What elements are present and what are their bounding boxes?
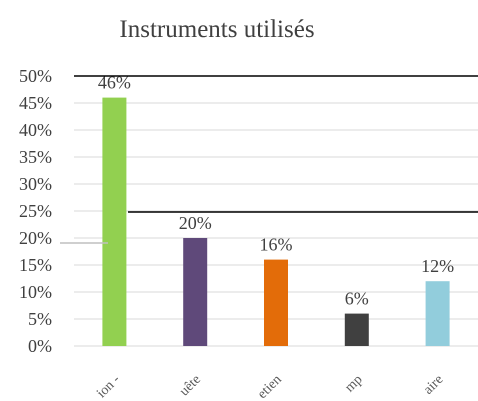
y-tick-label: 20% — [19, 228, 52, 248]
y-tick-label: 15% — [19, 255, 52, 275]
x-tick-label: mp — [342, 372, 365, 395]
y-tick-label: 40% — [19, 120, 52, 140]
y-tick-label: 45% — [19, 93, 52, 113]
data-label: 46% — [98, 73, 131, 93]
chart-title: Instruments utilisés — [119, 16, 314, 43]
bars — [102, 97, 450, 346]
x-axis-labels: ion - uête etien mp aire — [94, 372, 446, 401]
bar — [102, 97, 127, 346]
bar — [344, 313, 369, 346]
y-tick-label: 0% — [28, 336, 52, 356]
x-tick-label: etien — [255, 372, 285, 401]
bar — [425, 281, 450, 346]
bar — [264, 259, 288, 346]
data-label: 20% — [179, 213, 212, 233]
y-tick-label: 30% — [19, 174, 52, 194]
data-label: 12% — [421, 256, 454, 276]
data-label: 16% — [260, 235, 293, 255]
x-tick-label: aire — [421, 372, 446, 397]
y-tick-label: 10% — [19, 282, 52, 302]
y-tick-label: 50% — [19, 66, 52, 86]
overlay-lines — [60, 75, 478, 244]
y-tick-label: 5% — [28, 309, 52, 329]
y-tick-label: 25% — [19, 201, 52, 221]
y-tick-label: 35% — [19, 147, 52, 167]
y-axis-ticks: 0% 5% 10% 15% 20% 25% 30% 35% 40% 45% 50% — [19, 66, 52, 356]
data-labels: 46% 20% 16% 6% 12% — [98, 73, 454, 309]
bar — [183, 238, 208, 346]
data-label: 6% — [345, 289, 369, 309]
x-tick-label: ion - — [94, 372, 123, 401]
x-tick-label: uête — [177, 372, 204, 399]
